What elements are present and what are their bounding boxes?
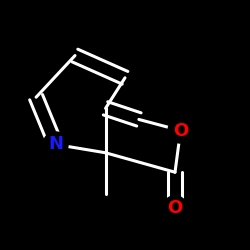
Circle shape (43, 132, 68, 157)
Text: O: O (168, 199, 182, 217)
Circle shape (168, 118, 193, 143)
Circle shape (162, 196, 188, 221)
Text: O: O (173, 122, 188, 140)
Text: N: N (48, 136, 63, 154)
